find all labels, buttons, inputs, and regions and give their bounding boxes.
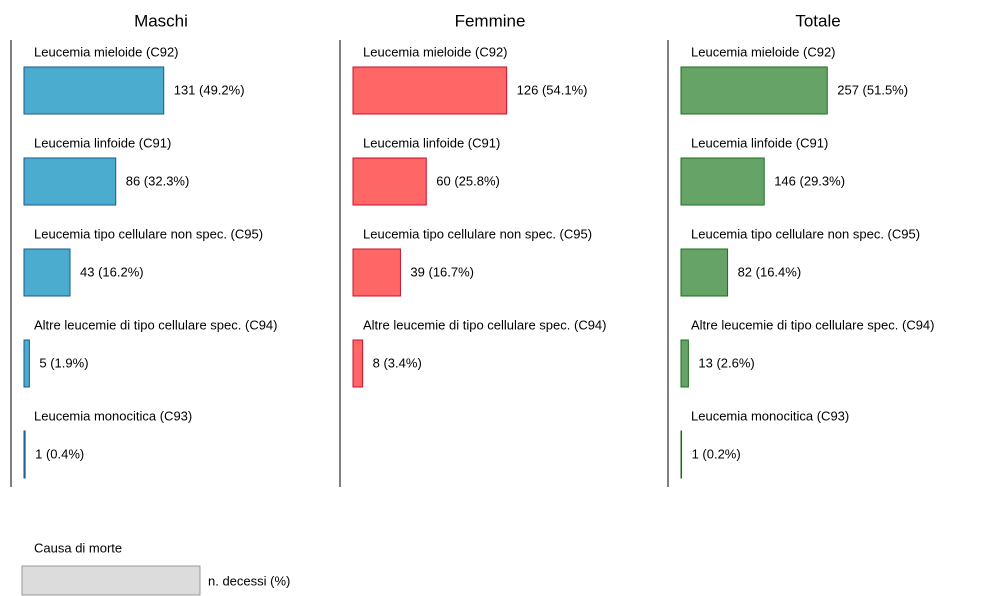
value-label: 60 (25.8%) — [436, 173, 500, 188]
category-label: Altre leucemie di tipo cellulare spec. (… — [34, 317, 278, 332]
bar — [23, 430, 26, 479]
bar — [680, 66, 828, 115]
bar — [352, 66, 508, 115]
bar — [680, 248, 729, 297]
bar — [680, 339, 689, 388]
category-label: Altre leucemie di tipo cellulare spec. (… — [691, 317, 935, 332]
bar — [680, 157, 765, 206]
legend-label: n. decessi (%) — [208, 573, 290, 588]
value-label: 257 (51.5%) — [837, 82, 908, 97]
category-label: Leucemia linfoide (C91) — [34, 135, 171, 150]
value-label: 5 (1.9%) — [39, 355, 88, 370]
bar — [23, 66, 165, 115]
category-label: Leucemia linfoide (C91) — [363, 135, 500, 150]
category-label: Leucemia monocitica (C93) — [691, 408, 849, 423]
value-label: 86 (32.3%) — [126, 173, 190, 188]
category-label: Leucemia tipo cellulare non spec. (C95) — [691, 226, 920, 241]
legend-title: Causa di morte — [34, 540, 122, 555]
bar — [23, 157, 117, 206]
category-label: Leucemia mieloide (C92) — [34, 44, 179, 59]
bar — [352, 339, 364, 388]
bar — [23, 248, 71, 297]
bar — [352, 157, 427, 206]
value-label: 131 (49.2%) — [174, 82, 245, 97]
value-label: 1 (0.2%) — [692, 446, 741, 461]
value-label: 8 (3.4%) — [373, 355, 422, 370]
category-label: Leucemia mieloide (C92) — [691, 44, 836, 59]
category-label: Leucemia mieloide (C92) — [363, 44, 508, 59]
value-label: 43 (16.2%) — [80, 264, 144, 279]
value-label: 1 (0.4%) — [35, 446, 84, 461]
panel-title: Femmine — [455, 11, 526, 30]
value-label: 126 (54.1%) — [517, 82, 588, 97]
bar — [352, 248, 401, 297]
value-label: 146 (29.3%) — [774, 173, 845, 188]
value-label: 39 (16.7%) — [410, 264, 474, 279]
panel-title: Totale — [795, 11, 840, 30]
category-label: Leucemia monocitica (C93) — [34, 408, 192, 423]
bar — [680, 430, 683, 479]
category-label: Leucemia linfoide (C91) — [691, 135, 828, 150]
bar — [23, 339, 30, 388]
category-label: Altre leucemie di tipo cellulare spec. (… — [363, 317, 607, 332]
category-label: Leucemia tipo cellulare non spec. (C95) — [363, 226, 592, 241]
panel-title: Maschi — [134, 11, 188, 30]
value-label: 82 (16.4%) — [738, 264, 802, 279]
category-label: Leucemia tipo cellulare non spec. (C95) — [34, 226, 263, 241]
value-label: 13 (2.6%) — [698, 355, 754, 370]
legend-box — [21, 565, 201, 596]
